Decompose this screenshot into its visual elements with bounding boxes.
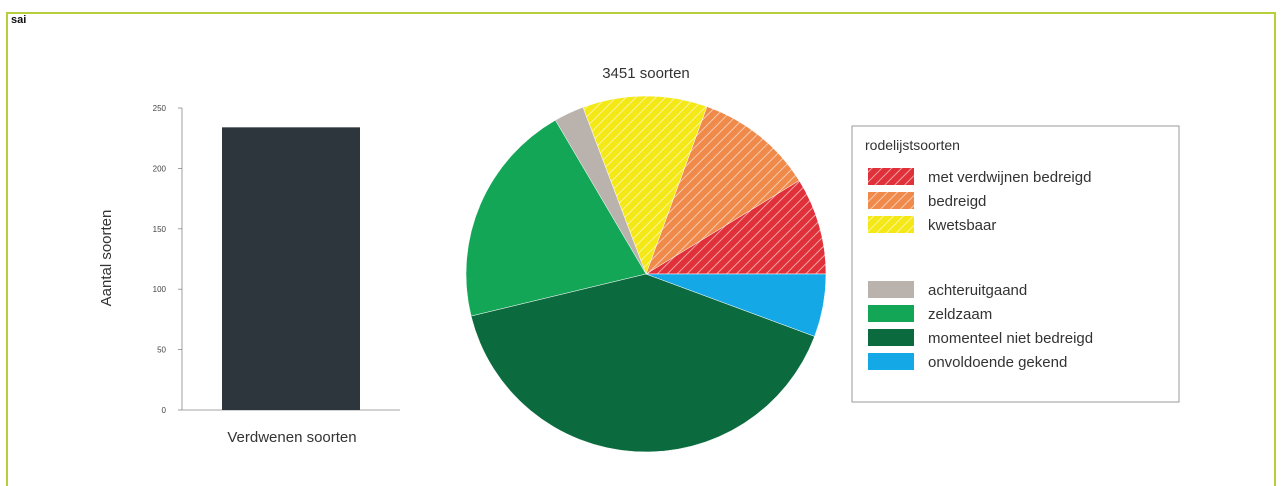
legend-swatch-onvoldoende-gekend <box>868 353 914 370</box>
legend-swatch-bedreigd <box>868 192 914 209</box>
legend-label-onvoldoende-gekend: onvoldoende gekend <box>928 354 1067 371</box>
y-tick-label: 200 <box>153 164 167 173</box>
y-ticks: 0 50 100 150 200 250 <box>153 104 182 415</box>
y-tick-label: 50 <box>157 346 166 355</box>
legend-label-zeldzaam: zeldzaam <box>928 306 992 323</box>
legend-label-met-verdwijnen-bedreigd: met verdwijnen bedreigd <box>928 169 1091 186</box>
y-axis-title: Aantal soorten <box>98 210 115 307</box>
frame-right-border <box>1274 12 1276 486</box>
x-category-label: Verdwenen soorten <box>227 429 356 446</box>
legend: rodelijstsoorten met verdwijnen bedreigd… <box>851 125 1180 403</box>
pie-slice-zeldzaam <box>465 119 647 317</box>
bar-verdwenen-soorten <box>222 127 360 410</box>
pie-title: 3451 soorten <box>602 65 690 82</box>
legend-title: rodelijstsoorten <box>865 137 960 153</box>
legend-label-kwetsbaar: kwetsbaar <box>928 217 996 234</box>
y-tick-label: 100 <box>153 285 167 294</box>
legend-label-achteruitgaand: achteruitgaand <box>928 282 1027 299</box>
pie-slice-momenteel-niet-bedreigd <box>470 273 815 453</box>
legend-swatch-zeldzaam <box>868 305 914 322</box>
legend-label-bedreigd: bedreigd <box>928 193 986 210</box>
frame-top-border <box>6 12 1276 14</box>
y-tick-label: 250 <box>153 104 167 113</box>
legend-swatch-kwetsbaar <box>868 216 914 233</box>
y-tick-label: 150 <box>153 225 167 234</box>
y-tick-label: 0 <box>162 406 167 415</box>
frame-left-border <box>6 12 8 486</box>
legend-swatch-achteruitgaand <box>868 281 914 298</box>
legend-label-momenteel-niet-bedreigd: momenteel niet bedreigd <box>928 330 1093 347</box>
bars <box>222 127 360 410</box>
pie-slice-met-verdwijnen-bedreigd <box>645 180 827 275</box>
legend-swatch-met-verdwijnen-bedreigd <box>868 168 914 185</box>
legend-swatch-momenteel-niet-bedreigd <box>868 329 914 346</box>
corner-label: sai <box>11 14 27 26</box>
pie-slice-onvoldoende-gekend <box>645 273 827 337</box>
legend-items: met verdwijnen bedreigd bedreigd kwetsbaar… <box>868 168 1093 371</box>
bar-chart: 0 50 100 150 200 250 Aantal soorten Verdwenen… <box>98 104 400 446</box>
pie-slice-kwetsbaar <box>582 95 708 275</box>
pie-slice-bedreigd <box>645 106 800 275</box>
pie-chart: 3451 soorten <box>465 65 827 453</box>
pie-slices <box>465 95 827 453</box>
